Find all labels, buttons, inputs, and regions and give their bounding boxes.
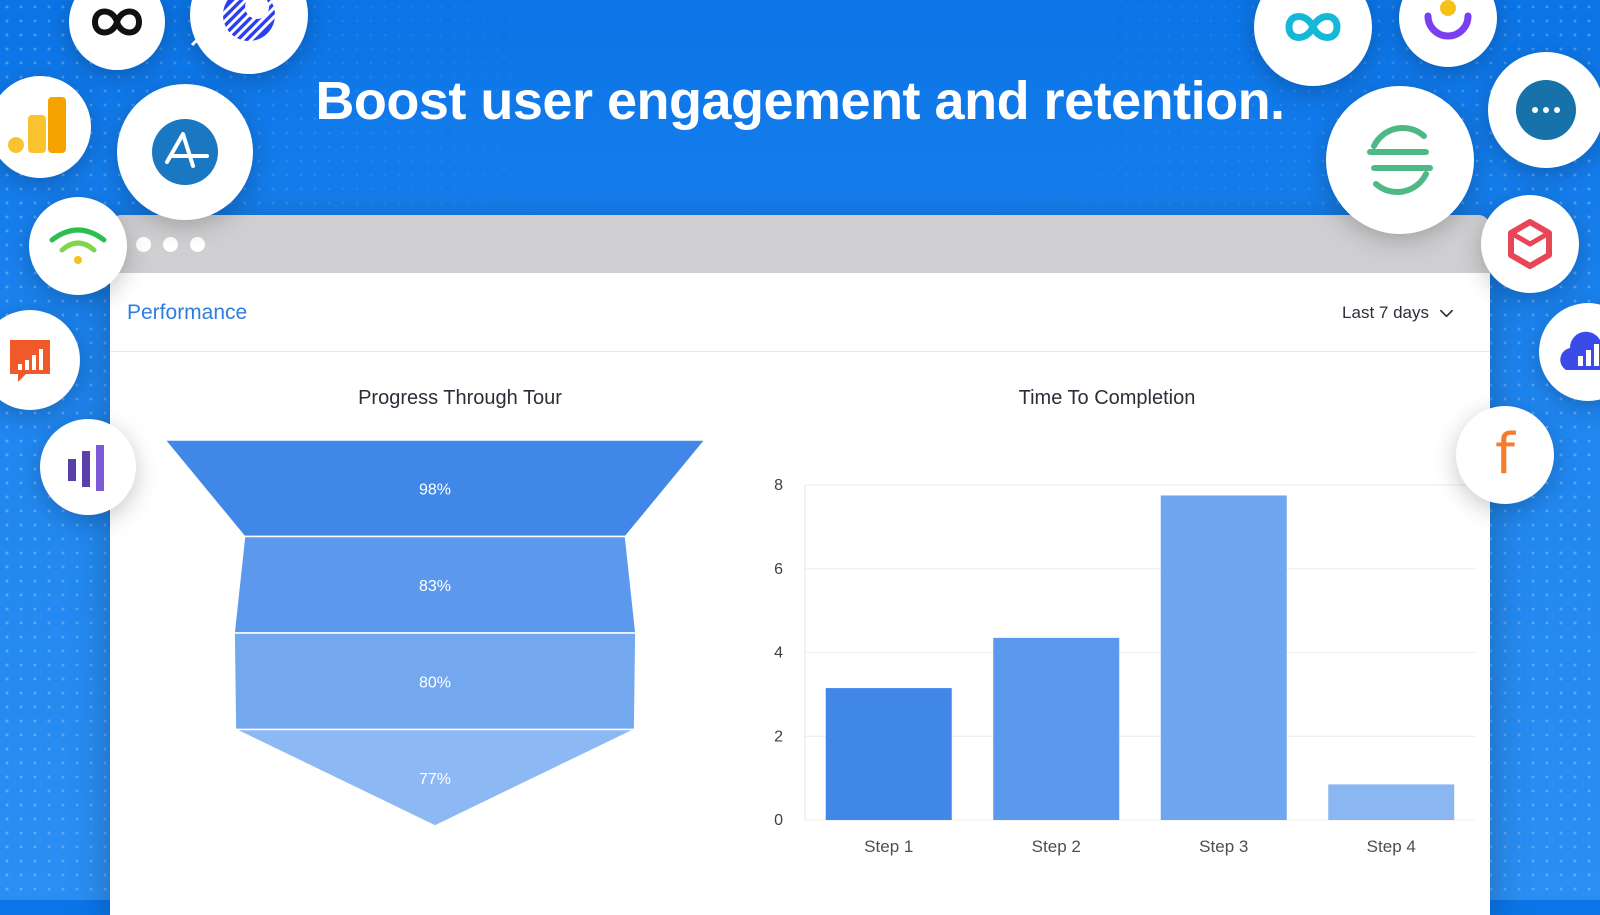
integration-logo[interactable]: f bbox=[1456, 406, 1554, 504]
window-dot-1[interactable] bbox=[136, 237, 151, 252]
smile-ring-icon bbox=[1424, 0, 1472, 40]
y-tick-label: 0 bbox=[774, 812, 783, 829]
date-range-value: Last 7 days bbox=[1342, 303, 1429, 322]
section-title: Performance bbox=[127, 301, 248, 324]
bar-step-3[interactable] bbox=[1160, 495, 1287, 820]
funnel-segment-label: 80% bbox=[419, 674, 451, 691]
infinity-loop-icon bbox=[91, 8, 143, 36]
chat-bubble-icon bbox=[1516, 80, 1576, 140]
integration-logo[interactable] bbox=[69, 0, 165, 70]
app-window: Performance Last 7 days Progress Through… bbox=[110, 215, 1490, 915]
x-tick-label: Step 4 bbox=[1367, 837, 1416, 856]
funnel-segment-label: 77% bbox=[419, 771, 451, 788]
funnel-chart-title: Progress Through Tour bbox=[358, 387, 562, 409]
bar-chart: 0 2 4 6 8 Step 1 Step 2 Step 3 Step 4 bbox=[774, 477, 1475, 856]
window-dot-3[interactable] bbox=[190, 237, 205, 252]
x-tick-label: Step 2 bbox=[1032, 837, 1081, 856]
bar-chart-orange-icon bbox=[8, 97, 66, 153]
letter-f-icon: f bbox=[1495, 422, 1516, 487]
funnel-segment-label: 83% bbox=[419, 578, 451, 595]
integration-logo[interactable] bbox=[40, 419, 136, 515]
bar-step-1[interactable] bbox=[825, 688, 952, 820]
chart-speech-bubble-icon bbox=[10, 340, 50, 382]
bar-step-2[interactable] bbox=[993, 637, 1120, 820]
bar-step-4[interactable] bbox=[1328, 784, 1455, 820]
y-tick-label: 2 bbox=[774, 728, 783, 745]
funnel-segment-label: 98% bbox=[419, 481, 451, 498]
integration-logo[interactable] bbox=[1539, 303, 1600, 401]
amplitude-icon bbox=[152, 119, 218, 185]
window-dot-2[interactable] bbox=[163, 237, 178, 252]
chevron-down-icon bbox=[1440, 309, 1453, 317]
x-tick-label: Step 3 bbox=[1199, 837, 1248, 856]
integration-logo[interactable] bbox=[0, 310, 80, 410]
integration-logo[interactable] bbox=[1326, 86, 1474, 234]
integration-logo[interactable] bbox=[0, 76, 91, 178]
bar-chart-title: Time To Completion bbox=[1018, 387, 1196, 409]
integration-logo[interactable] bbox=[117, 84, 253, 220]
dashboard-header: Performance Last 7 days bbox=[110, 273, 1490, 352]
teal-infinity-icon bbox=[1285, 13, 1341, 41]
y-tick-label: 4 bbox=[774, 645, 783, 662]
y-tick-label: 6 bbox=[774, 561, 783, 578]
purple-bars-icon bbox=[68, 445, 104, 491]
integration-logo[interactable] bbox=[1399, 0, 1497, 67]
cloud-chart-icon bbox=[1560, 331, 1600, 370]
y-tick-label: 8 bbox=[774, 477, 783, 494]
x-tick-label: Step 1 bbox=[864, 837, 913, 856]
striped-ring-logo-icon bbox=[190, 0, 294, 47]
window-titlebar bbox=[110, 215, 1490, 273]
hexagon-box-icon bbox=[1508, 219, 1552, 269]
window-controls bbox=[136, 237, 205, 252]
funnel-segment-4[interactable] bbox=[235, 728, 635, 827]
wifi-signal-icon bbox=[49, 227, 107, 264]
hero-headline: Boost user engagement and retention. bbox=[315, 71, 1285, 131]
integration-logo[interactable] bbox=[29, 197, 127, 295]
svg-text:f: f bbox=[1495, 422, 1516, 487]
integration-logo[interactable] bbox=[1488, 52, 1600, 168]
date-range-dropdown[interactable]: Last 7 days bbox=[1342, 303, 1454, 323]
funnel-chart: 98% 83% 80% 77% bbox=[163, 439, 707, 827]
segment-icon bbox=[1367, 124, 1433, 196]
integration-logo[interactable] bbox=[1481, 195, 1579, 293]
